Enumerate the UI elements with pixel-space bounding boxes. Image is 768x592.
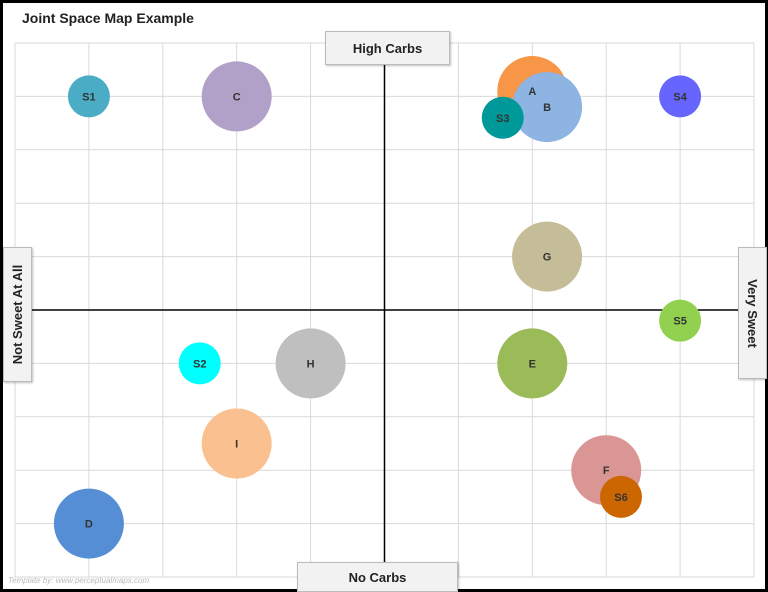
bubble-label-c: C [233,91,241,103]
bubble-label-s1: S1 [82,91,95,103]
axis-label-right: Very Sweet [738,247,767,379]
axis-label-top: High Carbs [325,31,450,65]
watermark: Template by: www.perceptualmaps.com [8,576,150,585]
axis-label-top-text: High Carbs [352,40,423,56]
bubble-s4 [659,75,702,118]
bubble-label-b: B [543,102,551,114]
bubble-g [512,221,583,292]
bubble-label-h: H [307,358,315,370]
axis-label-bottom: No Carbs [297,562,458,592]
bubble-s3 [481,96,524,139]
bubble-i [201,408,272,479]
bubble-s1 [67,75,110,118]
bubble-label-g: G [543,252,552,264]
bubble-d [53,488,124,559]
bubble-label-i: I [235,439,238,451]
axis-label-bottom-text: No Carbs [348,569,407,585]
bubble-label-s5: S5 [673,316,686,328]
bubble-c [201,61,272,132]
bubble-label-s2: S2 [193,358,206,370]
bubble-s6 [599,475,642,518]
bubble-label-s6: S6 [614,492,627,504]
bubble-label-e: E [529,358,536,370]
chart-title: Joint Space Map Example [22,10,194,26]
bubble-s2 [178,342,221,385]
axis-label-left-text: Not Sweet At All [10,264,25,365]
bubble-b [512,72,583,143]
axis-label-right-text: Very Sweet [745,278,760,348]
bubble-e [497,328,568,399]
bubble-s5 [659,299,702,342]
axis-label-left: Not Sweet At All [3,247,32,382]
bubble-h [275,328,346,399]
bubble-label-d: D [85,519,93,531]
bubble-label-s4: S4 [673,91,687,103]
bubble-label-a: A [528,86,536,98]
bubble-label-s3: S3 [496,113,509,125]
bubble-label-f: F [603,465,610,477]
